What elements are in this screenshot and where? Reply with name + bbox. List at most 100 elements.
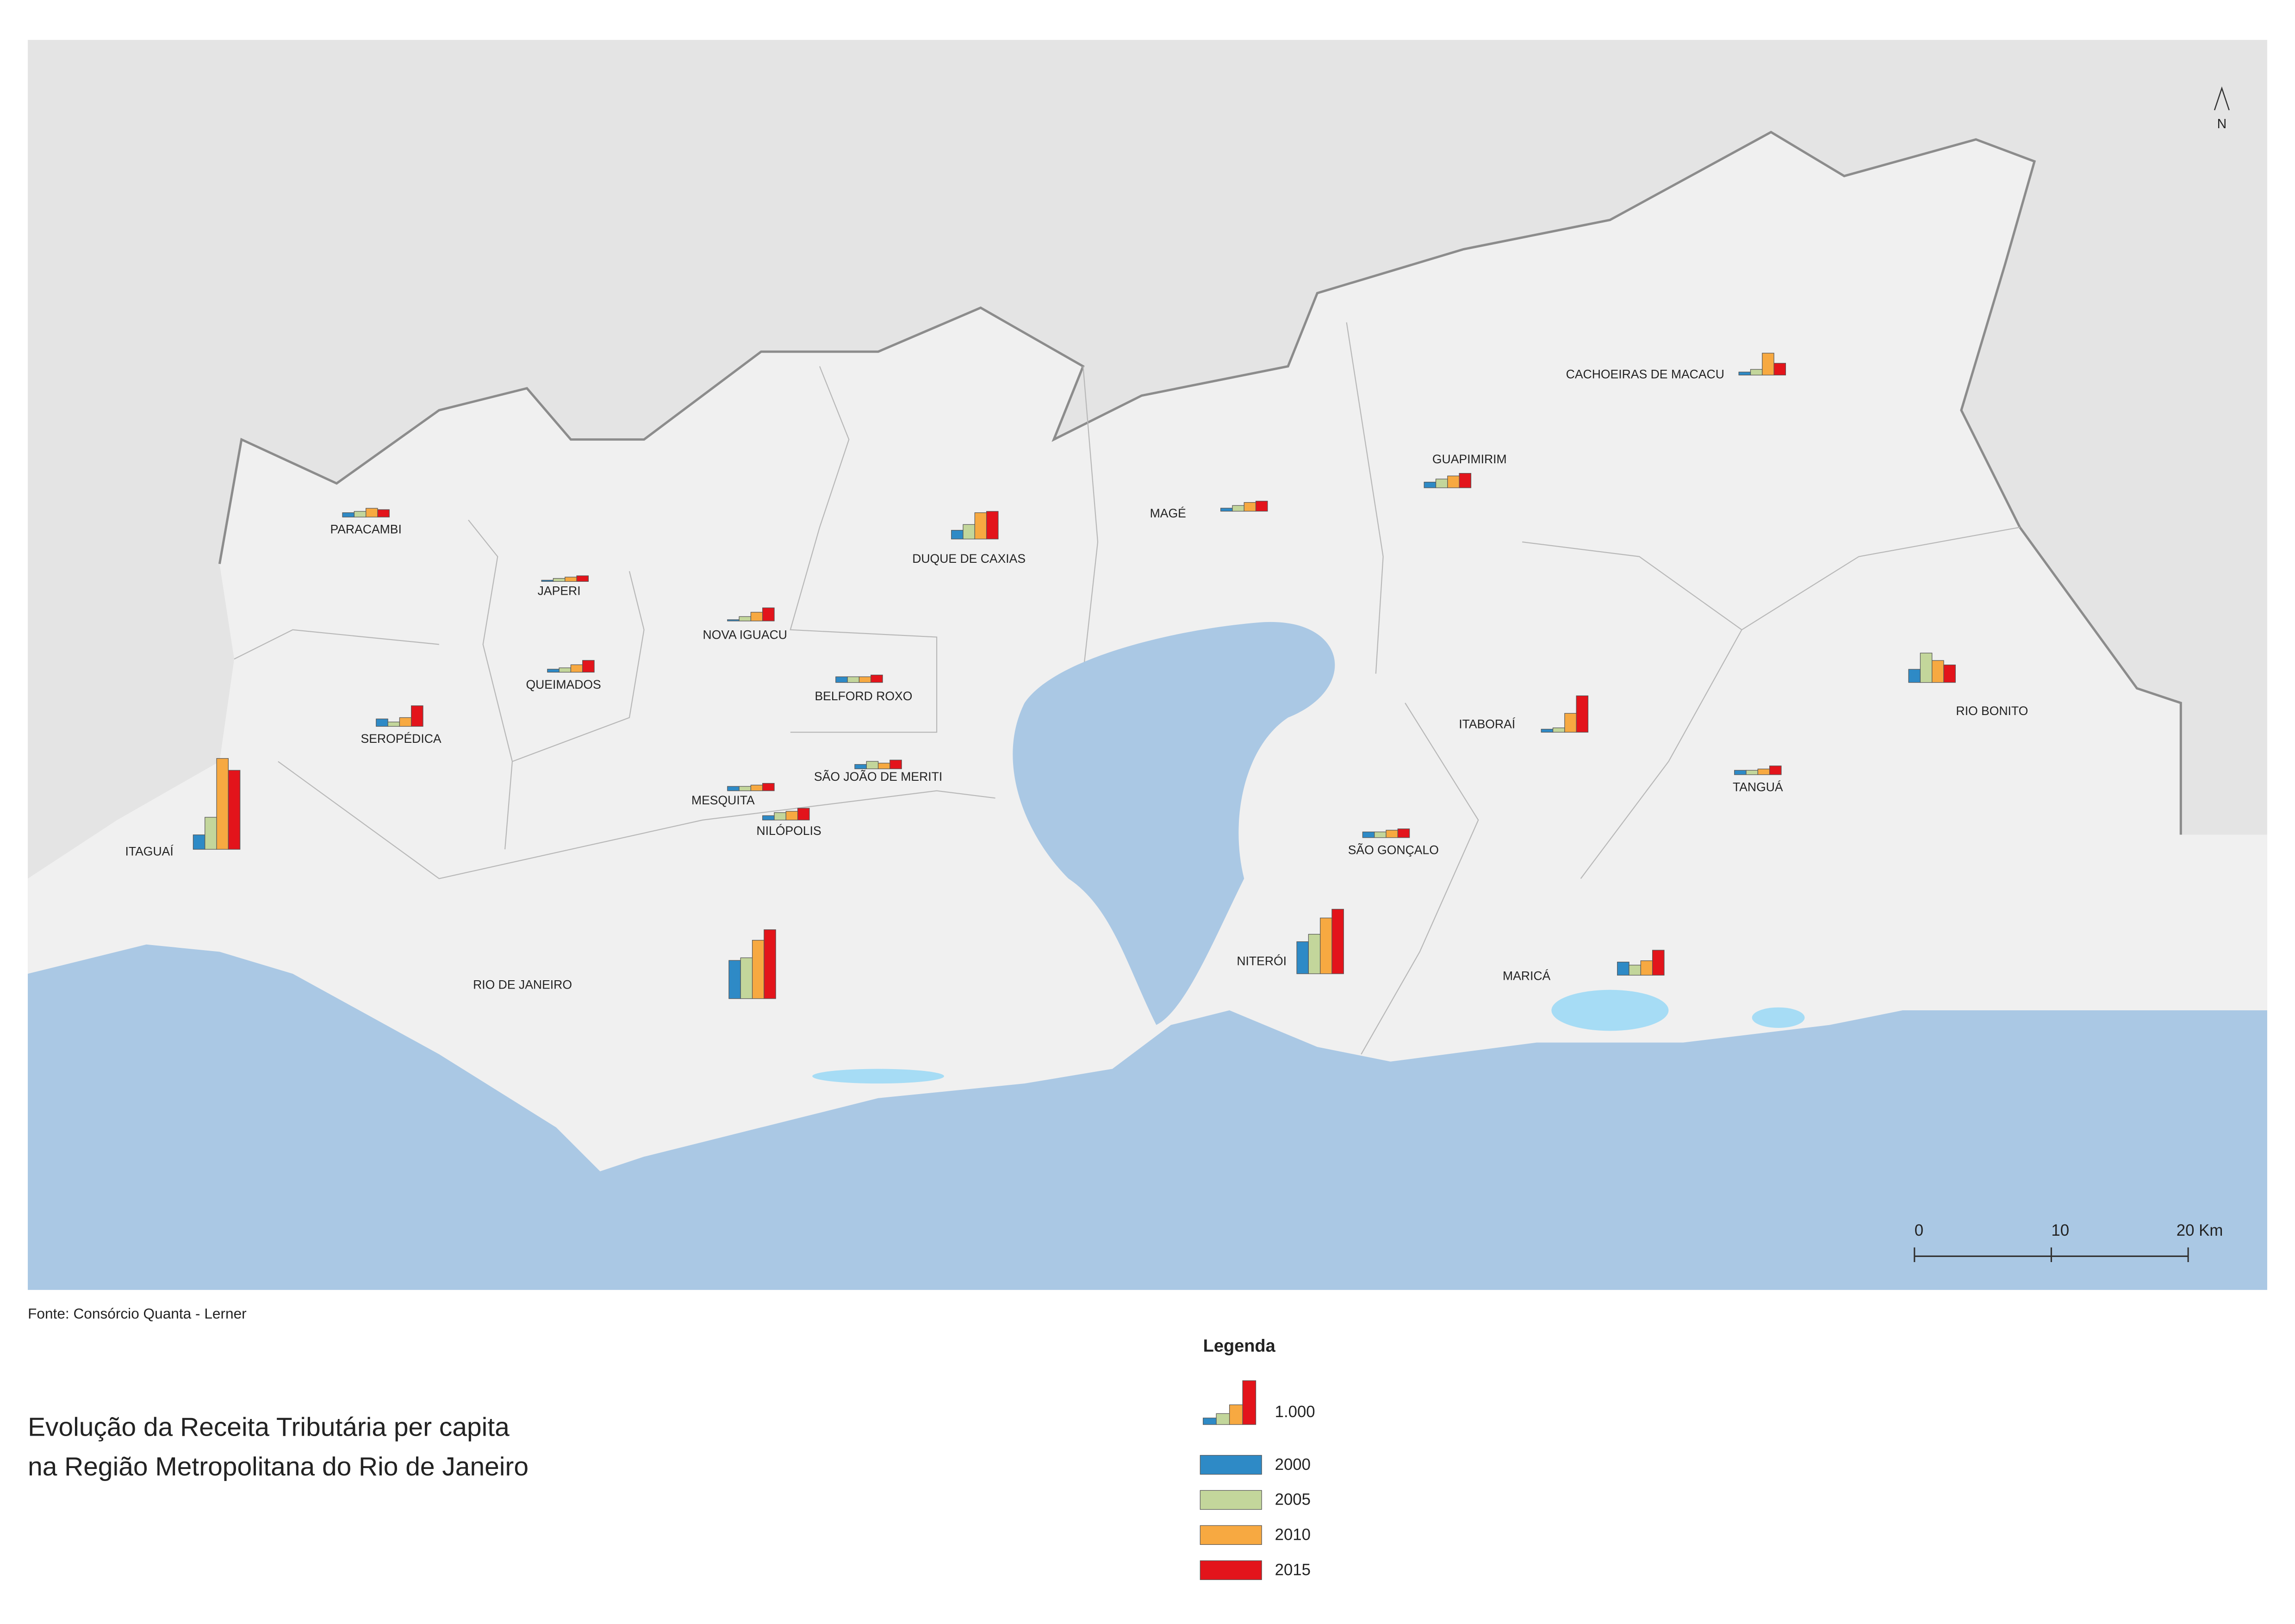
- bar: [1617, 962, 1630, 976]
- municipality-label: NOVA IGUACU: [703, 628, 787, 641]
- bar: [774, 812, 786, 821]
- bar: [576, 575, 589, 582]
- municipality-label: TANGUÁ: [1733, 780, 1783, 794]
- bar: [1757, 768, 1770, 775]
- municipality-label: MESQUITA: [691, 793, 755, 807]
- municipality-label: MAGÉ: [1150, 506, 1186, 520]
- bar: [1296, 941, 1309, 974]
- bar: [1629, 964, 1641, 976]
- bar: [411, 705, 423, 727]
- legend-label: 2015: [1275, 1562, 1311, 1579]
- bar: [727, 786, 740, 791]
- municipality-label: RIO BONITO: [1956, 704, 2028, 718]
- lagoon: [1752, 1007, 1805, 1028]
- municipality-label: CACHOEIRAS DE MACACU: [1566, 367, 1724, 381]
- municipality-label: GUAPIMIRIM: [1432, 452, 1507, 466]
- bar: [547, 669, 560, 673]
- legend-label: 2000: [1275, 1456, 1311, 1474]
- guanabara-bay: [1013, 622, 1335, 1025]
- bar: [1386, 830, 1398, 838]
- bar: [228, 770, 241, 850]
- bar: [1564, 713, 1577, 733]
- scale-label: 20 Km: [2177, 1222, 2223, 1239]
- municipality-label: SÃO GONÇALO: [1348, 843, 1439, 857]
- lagoon: [812, 1069, 944, 1084]
- bar: [1652, 950, 1665, 976]
- legend-sample-bar: [1203, 1418, 1217, 1425]
- bar: [986, 511, 999, 540]
- bar: [376, 718, 388, 727]
- bar: [1447, 475, 1460, 488]
- bar: [728, 960, 741, 999]
- legend-sample-bar: [1216, 1413, 1230, 1425]
- boundary-line: [512, 571, 645, 762]
- bar: [835, 676, 848, 683]
- bar: [1738, 372, 1751, 376]
- bar: [750, 612, 763, 622]
- bar: [1746, 770, 1758, 775]
- bar: [750, 784, 763, 791]
- bar: [1943, 665, 1956, 683]
- bar: [871, 674, 883, 683]
- municipality-label: NITERÓI: [1237, 954, 1287, 968]
- municipality-label: JAPERI: [538, 584, 581, 598]
- bar: [1773, 363, 1786, 376]
- region-boundary: [218, 131, 2182, 835]
- source-note: Fonte: Consórcio Quanta - Lerner: [28, 1305, 247, 1322]
- bar: [399, 717, 412, 727]
- legend-swatch: [1200, 1490, 1262, 1510]
- north-label: N: [2217, 117, 2227, 131]
- boundary-line: [468, 519, 513, 850]
- bar: [1374, 831, 1387, 838]
- legend-label: 2010: [1275, 1526, 1311, 1544]
- municipality-label: ITAGUAÍ: [125, 844, 174, 858]
- bar: [889, 759, 902, 769]
- boundary-line: [1522, 541, 1742, 879]
- bar: [762, 815, 775, 821]
- bar: [797, 808, 810, 821]
- bar: [752, 940, 765, 999]
- municipality-label: DUQUE DE CAXIAS: [912, 552, 1026, 566]
- bar: [216, 758, 229, 850]
- bar: [342, 512, 355, 517]
- bar: [1920, 653, 1933, 683]
- bar: [1908, 669, 1921, 683]
- bar: [1232, 505, 1244, 512]
- bar: [377, 509, 390, 517]
- title-line: na Região Metropolitana do Rio de Janeir…: [28, 1452, 529, 1481]
- bar: [1435, 479, 1448, 488]
- legend-swatch: [1200, 1560, 1262, 1580]
- bar: [877, 763, 890, 769]
- bar: [1541, 728, 1554, 733]
- legend-reference-label: 1.000: [1275, 1403, 1315, 1421]
- bar: [193, 834, 205, 850]
- bar: [553, 578, 566, 582]
- bar: [1244, 502, 1256, 512]
- legend-swatch: [1200, 1455, 1262, 1475]
- boundary-line: [278, 761, 995, 879]
- legend-reference-bar: [1242, 1380, 1256, 1425]
- bar: [727, 619, 740, 622]
- bar: [739, 616, 752, 622]
- municipality-label: RIO DE JANEIRO: [473, 977, 572, 991]
- bar: [582, 660, 595, 673]
- municipality-label: ITABORAÍ: [1459, 717, 1516, 731]
- bar: [1220, 508, 1233, 512]
- bar: [205, 817, 217, 850]
- municipality-label: PARACAMBI: [330, 523, 401, 536]
- scale-label: 10: [2051, 1222, 2069, 1239]
- bar: [1576, 695, 1589, 733]
- bar: [570, 664, 583, 673]
- municipal-boundaries: [234, 322, 2020, 1055]
- bar: [866, 761, 879, 769]
- bar: [559, 667, 572, 673]
- bar: [1362, 831, 1375, 838]
- bar: [951, 530, 964, 540]
- bar: [963, 524, 975, 540]
- bar: [740, 957, 753, 999]
- municipality-label: SEROPÉDICA: [361, 732, 442, 746]
- bar: [1552, 728, 1565, 733]
- north-arrow: [2214, 86, 2230, 111]
